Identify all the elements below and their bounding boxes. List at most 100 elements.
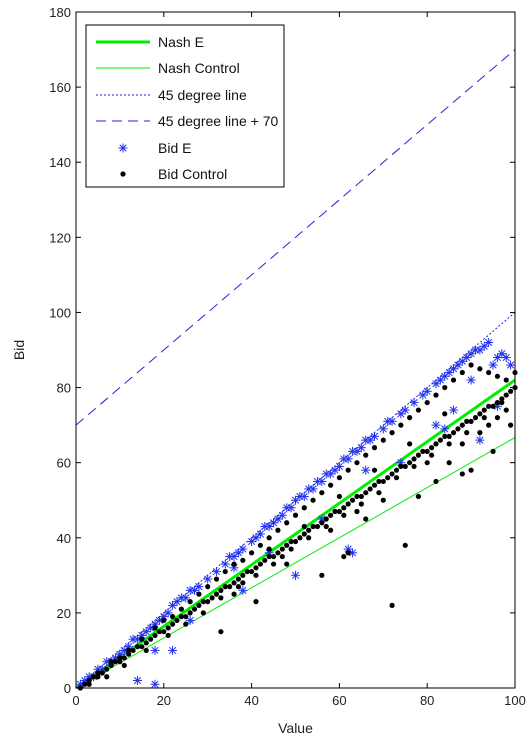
point-bid-control xyxy=(341,512,347,518)
point-bid-control xyxy=(494,399,501,406)
point-bid-e xyxy=(488,360,498,370)
point-bid-control xyxy=(319,572,325,578)
point-bid-control xyxy=(187,610,193,616)
point-bid-control xyxy=(363,490,369,496)
point-bid-e xyxy=(396,458,406,468)
point-bid-control xyxy=(402,542,408,548)
point-bid-control xyxy=(389,602,395,608)
point-bid-control xyxy=(95,674,101,680)
point-bid-control xyxy=(508,422,514,428)
point-bid-control xyxy=(143,647,149,654)
point-bid-control xyxy=(279,546,285,552)
x-tick-label: 80 xyxy=(420,693,434,708)
point-bid-control xyxy=(363,516,369,522)
point-bid-control xyxy=(428,445,435,451)
point-bid-control xyxy=(424,460,430,466)
point-bid-e xyxy=(435,375,445,385)
point-bid-control xyxy=(328,482,334,488)
point-bid-control xyxy=(213,576,220,582)
point-bid-control xyxy=(376,490,382,496)
point-bid-control xyxy=(380,497,386,503)
point-bid-control xyxy=(446,441,452,447)
point-bid-e xyxy=(291,570,300,580)
point-bid-control xyxy=(301,523,307,530)
point-bid-e xyxy=(277,510,287,520)
y-tick-label: 40 xyxy=(57,531,71,546)
point-bid-control xyxy=(446,433,452,439)
point-bid-e xyxy=(194,582,204,592)
point-bid-control xyxy=(415,407,422,413)
y-tick-label: 120 xyxy=(49,230,71,245)
x-tick-label: 60 xyxy=(332,693,346,708)
point-bid-control xyxy=(450,377,457,383)
point-bid-e xyxy=(299,491,309,501)
point-bid-control xyxy=(459,369,465,376)
point-bid-e xyxy=(150,679,160,689)
point-bid-control xyxy=(393,475,400,481)
point-bid-e xyxy=(317,476,327,486)
legend-label-nash-control: Nash Control xyxy=(158,60,240,76)
point-bid-control xyxy=(328,512,334,518)
point-bid-control xyxy=(156,629,163,635)
point-bid-e xyxy=(497,349,507,359)
point-bid-control xyxy=(183,621,189,627)
point-bid-control xyxy=(275,527,281,533)
point-bid-control xyxy=(187,599,193,605)
point-bid-e xyxy=(163,608,173,618)
point-bid-control xyxy=(165,625,171,631)
point-bid-control xyxy=(455,426,461,432)
point-bid-control xyxy=(415,452,422,458)
point-bid-control xyxy=(257,542,263,548)
point-bid-control xyxy=(235,584,242,590)
point-bid-control xyxy=(292,538,299,545)
point-bid-control xyxy=(165,632,171,639)
point-bid-control xyxy=(323,523,329,530)
point-bid-control xyxy=(402,463,408,470)
point-bid-control xyxy=(486,369,492,376)
y-tick-label: 180 xyxy=(49,5,71,20)
point-bid-e xyxy=(361,465,371,475)
point-bid-control xyxy=(169,621,176,627)
point-bid-control xyxy=(266,546,272,552)
point-bid-control xyxy=(503,392,509,398)
point-bid-control xyxy=(196,602,202,608)
point-bid-control xyxy=(407,415,413,421)
point-bid-control xyxy=(148,636,154,642)
point-bid-control xyxy=(376,478,382,485)
point-bid-control xyxy=(200,610,206,616)
point-bid-control xyxy=(371,445,378,451)
point-bid-control xyxy=(433,392,439,398)
point-bid-control xyxy=(428,452,435,458)
point-bid-e xyxy=(387,416,397,426)
y-tick-label: 0 xyxy=(64,681,71,696)
point-bid-control xyxy=(481,415,487,421)
x-axis-label: Value xyxy=(278,720,313,736)
point-bid-control xyxy=(486,422,492,428)
point-bid-e xyxy=(356,443,366,453)
point-bid-control xyxy=(459,441,465,447)
point-bid-e xyxy=(475,435,485,445)
point-bid-control xyxy=(121,662,127,669)
point-bid-e xyxy=(422,386,432,396)
point-bid-control xyxy=(200,599,206,605)
points-layer xyxy=(75,337,518,691)
point-bid-control xyxy=(218,595,224,601)
point-bid-e xyxy=(238,585,248,595)
y-tick-label: 60 xyxy=(57,456,71,471)
point-bid-control xyxy=(121,655,127,661)
point-bid-e xyxy=(181,593,191,603)
point-bid-control xyxy=(398,463,404,470)
point-bid-control xyxy=(464,430,470,436)
point-bid-control xyxy=(266,535,272,541)
point-bid-control xyxy=(284,520,290,526)
legend-item-nash-control: Nash Control xyxy=(96,60,240,76)
point-bid-control xyxy=(130,647,136,654)
point-bid-e xyxy=(132,675,142,685)
point-bid-control xyxy=(380,437,386,443)
point-bid-e xyxy=(343,454,353,464)
point-bid-control xyxy=(108,662,114,669)
point-bid-control xyxy=(86,681,92,687)
point-bid-control xyxy=(152,625,158,631)
point-bid-control xyxy=(371,482,378,488)
